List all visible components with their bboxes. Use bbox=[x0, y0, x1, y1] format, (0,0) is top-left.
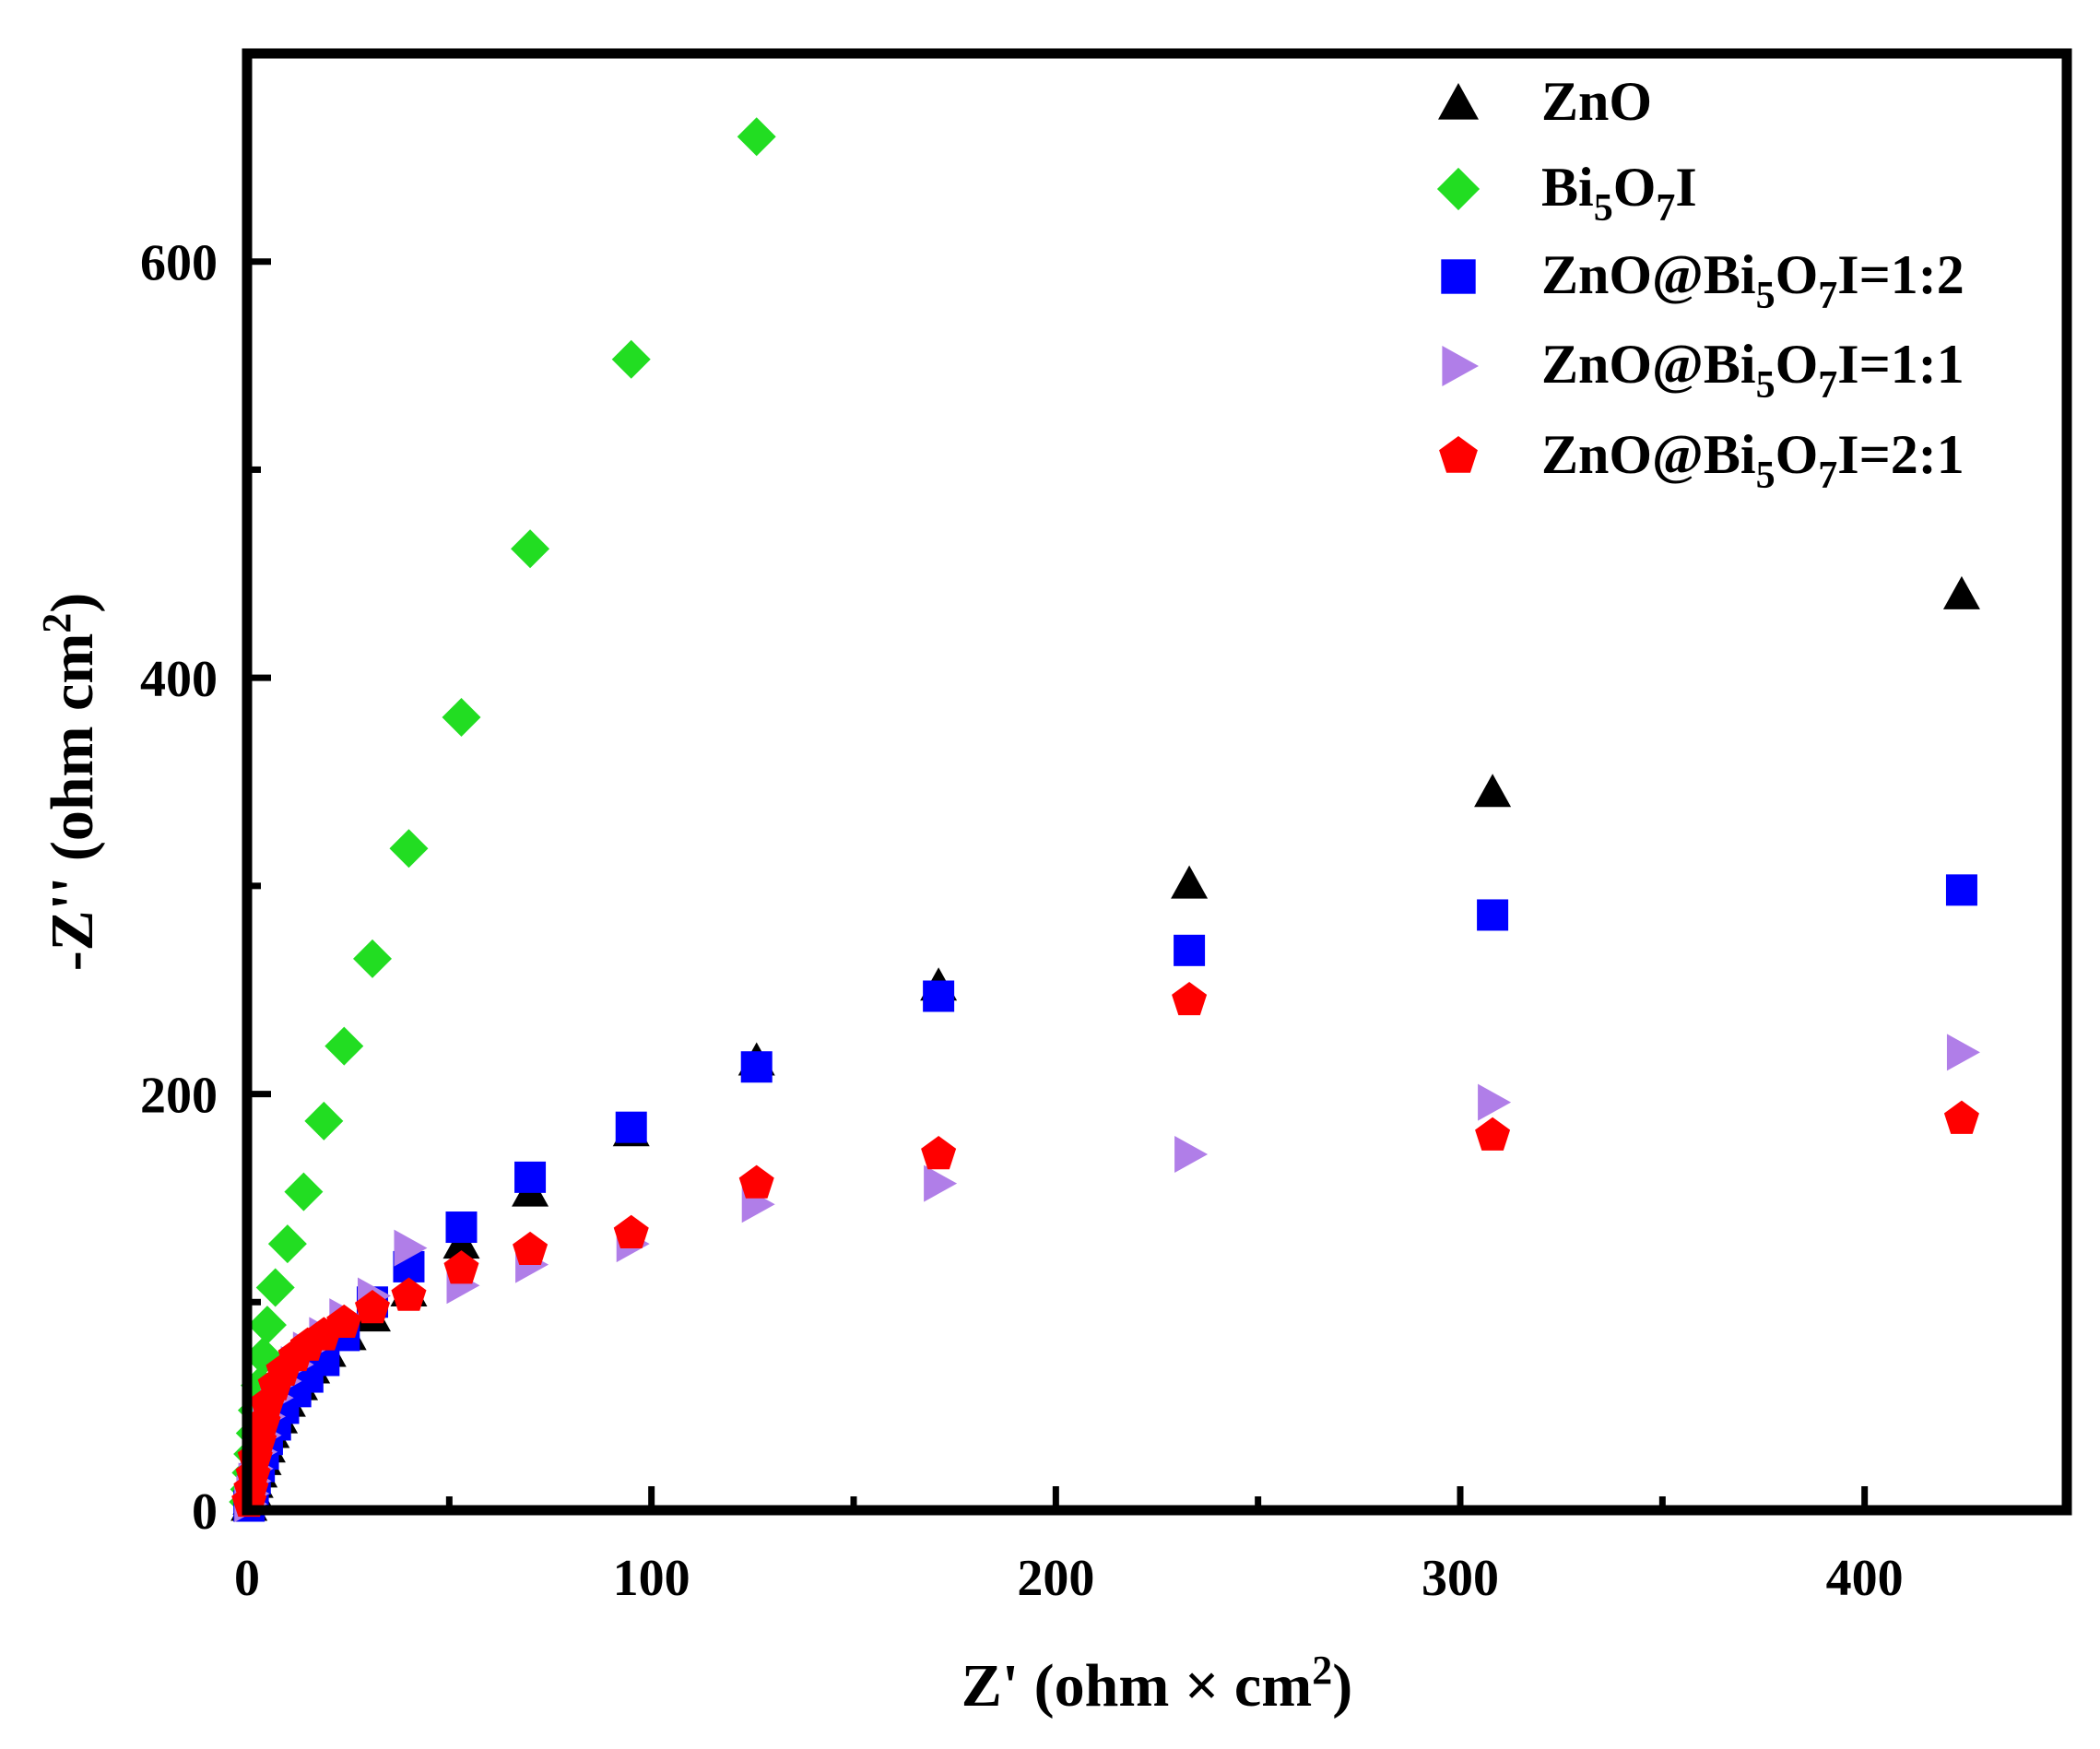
data-point bbox=[267, 1224, 307, 1264]
data-point bbox=[1474, 774, 1512, 808]
data-point bbox=[442, 698, 481, 738]
y-tick-label: 0 bbox=[192, 1483, 218, 1541]
x-axis-title: Z' (ohm × cm2) bbox=[962, 1648, 1352, 1719]
data-point bbox=[1943, 1100, 1979, 1134]
legend-marker bbox=[1436, 167, 1481, 211]
y-axis-title: -Z'' (ohm cm2) bbox=[34, 593, 106, 972]
data-point bbox=[924, 1164, 958, 1202]
data-point bbox=[352, 939, 392, 978]
series-ZnO@Bi5O7I=1:2 bbox=[233, 874, 1977, 1522]
plot-frame bbox=[242, 48, 2072, 1516]
y-tick-label: 400 bbox=[140, 651, 218, 708]
x-tick-label: 0 bbox=[234, 1550, 260, 1607]
series-ZnO@Bi5O7I=1:1 bbox=[234, 1034, 1980, 1523]
legend-item: Bi5O7I bbox=[1436, 157, 1697, 230]
series-Bi5O7I bbox=[229, 117, 776, 1521]
series-ZnO@Bi5O7I=2:1 bbox=[231, 982, 1979, 1518]
series-ZnO bbox=[230, 575, 1980, 1521]
data-point bbox=[389, 829, 429, 869]
legend: ZnO Bi5O7I ZnO@Bi5O7I=1:2 ZnO@Bi5O7I=1:1 ZnO… bbox=[1436, 71, 1964, 497]
y-tick-label: 200 bbox=[140, 1068, 218, 1125]
data-point bbox=[304, 1101, 344, 1140]
legend-marker bbox=[1438, 83, 1479, 120]
data-point bbox=[326, 1304, 362, 1339]
data-point bbox=[445, 1211, 478, 1244]
data-point bbox=[615, 1111, 647, 1143]
data-point bbox=[284, 1172, 324, 1211]
legend-label: ZnO@Bi5O7I=1:2 bbox=[1541, 244, 1964, 317]
data-point bbox=[1477, 899, 1509, 931]
x-tick-label: 400 bbox=[1826, 1550, 1904, 1607]
data-point bbox=[1475, 1117, 1511, 1151]
tick-labels: 0 100 200 300 400 0 200 400 600 bbox=[140, 235, 1904, 1607]
data-point bbox=[1945, 874, 1977, 906]
x-tick-label: 200 bbox=[1017, 1550, 1094, 1607]
data-point bbox=[443, 1250, 479, 1284]
data-point bbox=[740, 1051, 773, 1083]
data-point bbox=[921, 1136, 957, 1170]
data-point bbox=[1478, 1083, 1512, 1121]
x-tick-label: 100 bbox=[613, 1550, 690, 1607]
legend-item: ZnO bbox=[1438, 71, 1652, 132]
legend-label: ZnO@Bi5O7I=1:1 bbox=[1541, 334, 1964, 407]
data-point bbox=[1171, 865, 1209, 899]
data-point bbox=[354, 1290, 391, 1324]
data-point bbox=[324, 1026, 364, 1066]
data-point bbox=[611, 339, 651, 379]
data-point bbox=[923, 980, 955, 1012]
data-point bbox=[737, 117, 776, 157]
legend-item: ZnO@Bi5O7I=1:2 bbox=[1441, 244, 1964, 317]
legend-marker bbox=[1442, 346, 1479, 386]
data-point bbox=[394, 1229, 428, 1267]
data-point bbox=[738, 1164, 774, 1199]
data-markers bbox=[229, 117, 1980, 1523]
data-point bbox=[1172, 982, 1208, 1016]
data-point bbox=[391, 1277, 427, 1311]
data-point bbox=[1174, 934, 1206, 966]
legend-label: ZnO bbox=[1541, 71, 1652, 132]
data-point bbox=[1174, 1136, 1209, 1174]
data-point bbox=[511, 529, 550, 569]
data-point bbox=[255, 1268, 295, 1307]
legend-label: ZnO@Bi5O7I=2:1 bbox=[1541, 424, 1964, 497]
legend-item: ZnO@Bi5O7I=1:1 bbox=[1442, 334, 1964, 407]
data-point bbox=[1942, 575, 1980, 609]
x-tick-label: 300 bbox=[1422, 1550, 1499, 1607]
data-point bbox=[247, 1306, 287, 1345]
legend-item: ZnO@Bi5O7I=2:1 bbox=[1439, 424, 1964, 497]
y-tick-label: 600 bbox=[140, 235, 218, 292]
data-point bbox=[513, 1231, 549, 1266]
legend-label: Bi5O7I bbox=[1541, 157, 1697, 230]
legend-marker bbox=[1439, 436, 1478, 473]
data-point bbox=[514, 1161, 547, 1193]
data-point bbox=[1946, 1034, 1980, 1071]
data-point bbox=[613, 1214, 649, 1248]
legend-marker bbox=[1441, 259, 1476, 294]
